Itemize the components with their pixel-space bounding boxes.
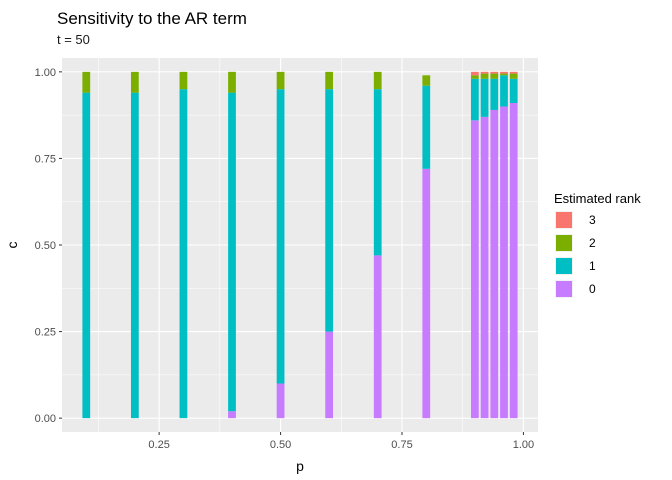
- bar-segment-rank-0: [325, 331, 334, 419]
- bar-segment-rank-1: [228, 92, 236, 412]
- bar-segment-rank-2: [373, 71, 382, 90]
- bar-segment-rank-3: [500, 71, 508, 74]
- y-tick-label: 0.50: [35, 240, 56, 252]
- bar-segment-rank-2: [422, 75, 431, 86]
- bar-segment-rank-1: [130, 92, 139, 419]
- x-tick-label: 1.00: [513, 439, 534, 451]
- y-tick-label: 0.25: [35, 327, 56, 339]
- bar-segment-rank-2: [276, 71, 285, 90]
- legend-label-rank-2: 2: [589, 236, 596, 250]
- x-axis-title: p: [296, 458, 304, 474]
- bar-segment-rank-0: [500, 106, 508, 419]
- bar-segment-rank-2: [325, 71, 334, 90]
- legend-swatch-rank-0: [556, 281, 572, 297]
- bar-segment-rank-0: [509, 103, 518, 419]
- x-tick-label: 0.25: [148, 439, 169, 451]
- bar-segment-rank-2: [179, 71, 188, 90]
- legend-label-rank-0: 0: [589, 282, 596, 296]
- bar-segment-rank-1: [480, 78, 489, 117]
- legend-title: Estimated rank: [554, 191, 641, 206]
- bar-segment-rank-0: [470, 120, 479, 419]
- bar-segment-rank-1: [179, 89, 188, 419]
- legend-swatch-rank-1: [556, 258, 572, 274]
- y-axis: 0.00 0.25 0.50 0.75 1.00: [35, 67, 62, 425]
- legend: Estimated rank 3 2 1 0: [554, 191, 641, 298]
- bar-segment-rank-3: [480, 71, 489, 74]
- bar-segment-rank-1: [422, 85, 431, 169]
- bar-segment-rank-1: [470, 78, 479, 121]
- bar-segment-rank-2: [509, 73, 518, 79]
- bar-segment-rank-1: [500, 75, 508, 107]
- bar-segment-rank-2: [228, 71, 236, 93]
- legend-swatch-rank-2: [556, 235, 572, 251]
- x-tick-label: 0.50: [270, 439, 291, 451]
- y-axis-title: c: [4, 242, 20, 249]
- bar-segment-rank-3: [509, 71, 518, 74]
- bar-segment-rank-2: [480, 73, 489, 79]
- bar-segment-rank-2: [500, 73, 508, 76]
- x-tick-label: 0.75: [391, 439, 412, 451]
- bar-segment-rank-2: [82, 71, 91, 93]
- y-tick-label: 0.75: [35, 153, 56, 165]
- bar-segment-rank-0: [422, 168, 431, 419]
- chart-title: Sensitivity to the AR term: [57, 9, 247, 28]
- bar-segment-rank-1: [276, 89, 285, 384]
- bar-segment-rank-1: [373, 89, 382, 256]
- chart-subtitle: t = 50: [57, 32, 90, 47]
- bar-segment-rank-1: [509, 78, 518, 104]
- legend-swatch-rank-3: [556, 212, 572, 228]
- bar-segment-rank-2: [130, 71, 139, 93]
- bar-segment-rank-3: [490, 71, 499, 74]
- y-tick-label: 0.00: [35, 413, 56, 425]
- bar-segment-rank-0: [480, 116, 489, 419]
- bar-segment-rank-2: [470, 75, 479, 79]
- bar-segment-rank-1: [82, 92, 91, 419]
- legend-label-rank-3: 3: [589, 213, 596, 227]
- x-axis: 0.25 0.50 0.75 1.00: [148, 432, 534, 451]
- bar-segment-rank-3: [470, 71, 479, 76]
- bar-segment-rank-0: [490, 109, 499, 419]
- bar-segment-rank-1: [490, 78, 499, 110]
- legend-label-rank-1: 1: [589, 259, 596, 273]
- bars: [82, 71, 518, 419]
- bar-segment-rank-2: [490, 73, 499, 79]
- y-tick-label: 1.00: [35, 67, 56, 79]
- bar-segment-rank-1: [325, 89, 334, 332]
- bar-segment-rank-0: [276, 383, 285, 419]
- bar-segment-rank-0: [373, 255, 382, 419]
- bar-segment-rank-0: [228, 411, 236, 419]
